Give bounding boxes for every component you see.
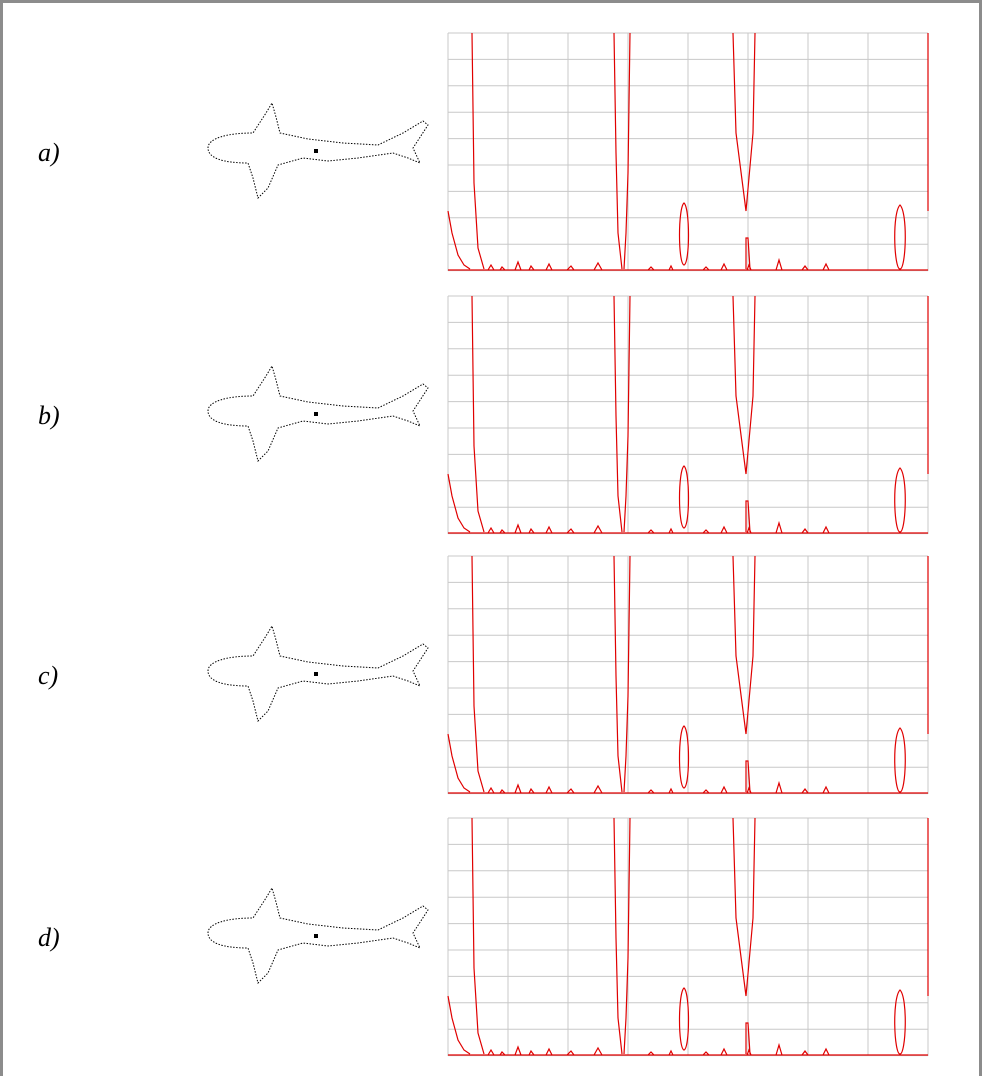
spectrum-plot <box>447 817 929 1057</box>
panel-label: c) <box>38 661 58 690</box>
spectrum-plot <box>447 295 929 535</box>
spectrum-plot <box>447 555 929 795</box>
shark-contour <box>207 365 429 462</box>
panel-label: b) <box>38 401 60 430</box>
shark-contour <box>207 102 429 199</box>
panel-label: d) <box>38 923 60 952</box>
shark-contour <box>207 887 429 984</box>
shark-contour <box>207 625 429 722</box>
spectrum-plot <box>447 32 929 272</box>
panel-label: a) <box>38 138 60 167</box>
